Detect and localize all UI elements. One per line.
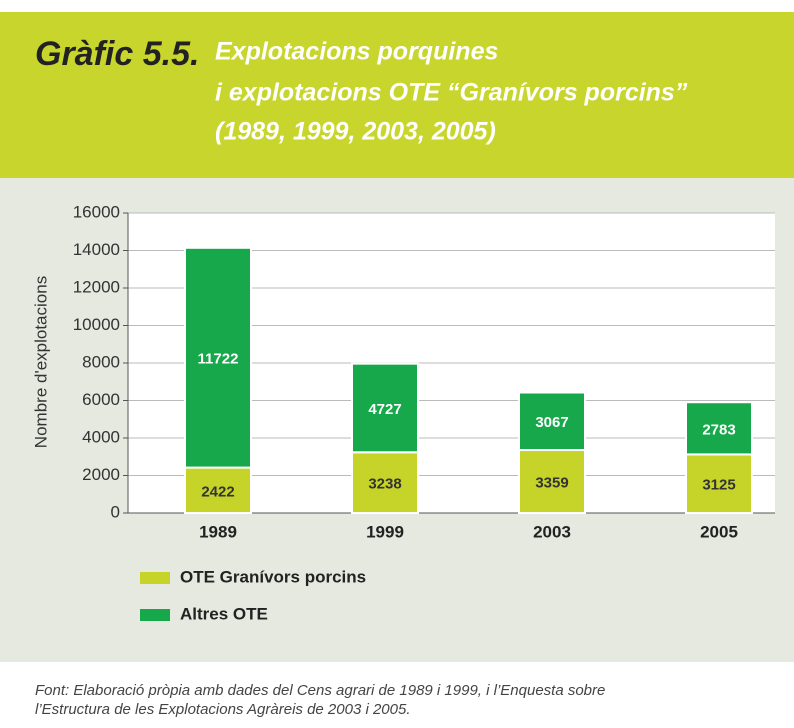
data-label: 2783: [702, 421, 735, 438]
chart-title: Gràfic 5.5.: [35, 35, 199, 73]
data-label: 4727: [368, 401, 401, 418]
y-tick-label: 2000: [82, 465, 120, 484]
y-tick-label: 16000: [73, 202, 120, 221]
data-label: 3359: [535, 474, 568, 491]
x-tick-label: 2003: [533, 522, 571, 541]
data-label: 3125: [702, 477, 735, 494]
data-label: 11722: [198, 351, 239, 368]
bar-segment: [351, 451, 419, 515]
bar-segment: [184, 466, 252, 514]
data-label: 2422: [201, 483, 234, 500]
bar-segment: [518, 449, 586, 514]
source-note: Font: Elaboració pròpia amb dades del Ce…: [35, 682, 605, 699]
bar-segment: [685, 453, 753, 514]
bar-segment: [184, 246, 252, 469]
bar-segment: [685, 401, 753, 456]
x-tick-label: 2005: [700, 522, 738, 541]
y-axis-label: Nombre d'explotacions: [31, 276, 50, 448]
x-tick-label: 1989: [199, 522, 237, 541]
y-tick-label: 4000: [82, 427, 120, 446]
y-tick-label: 10000: [73, 315, 120, 334]
legend-label: OTE Granívors porcins: [180, 567, 366, 586]
y-tick-label: 8000: [82, 352, 120, 371]
source-note: l’Estructura de les Explotacions Agràrei…: [35, 701, 411, 718]
legend-swatch: [140, 609, 170, 621]
bar-segment: [518, 391, 586, 452]
y-tick-label: 0: [111, 502, 120, 521]
chart-subtitle: Explotacions porquines: [215, 38, 498, 66]
data-label: 3238: [368, 476, 401, 493]
data-label: 3067: [535, 414, 568, 431]
header-band: [0, 12, 794, 178]
y-tick-label: 14000: [73, 240, 120, 259]
chart-subtitle: i explotacions OTE “Granívors porcins”: [215, 79, 688, 107]
x-tick-label: 1999: [366, 522, 404, 541]
y-tick-label: 6000: [82, 390, 120, 409]
legend-swatch: [140, 572, 170, 584]
y-tick-label: 12000: [73, 277, 120, 296]
bar-segment: [351, 362, 419, 454]
chart-subtitle: (1989, 1999, 2003, 2005): [215, 118, 496, 146]
legend-label: Altres OTE: [180, 604, 268, 623]
